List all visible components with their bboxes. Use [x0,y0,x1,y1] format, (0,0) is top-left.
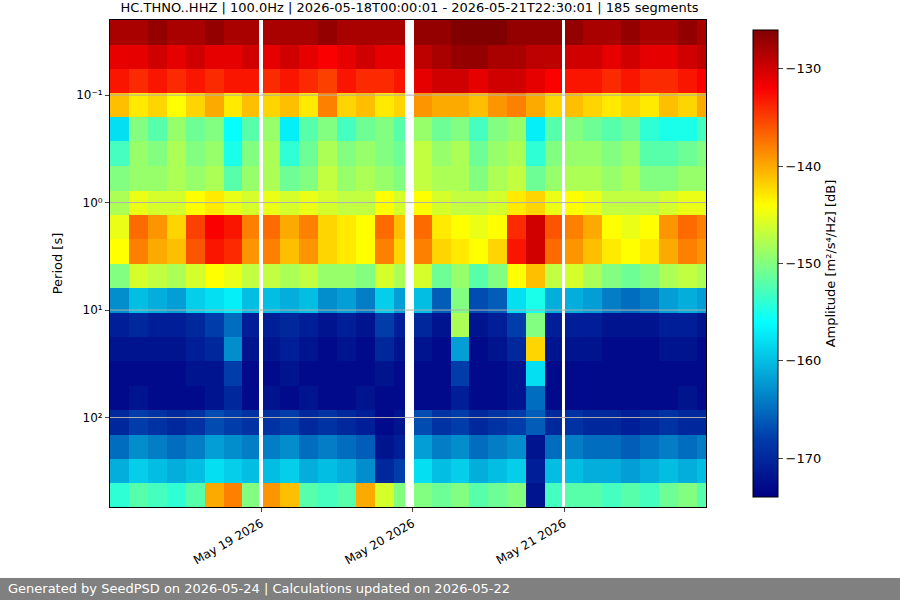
svg-text:−170: −170 [786,451,822,466]
svg-text:10²: 10² [83,411,103,425]
svg-text:May 19 2026: May 19 2026 [191,516,266,567]
svg-text:−160: −160 [786,353,822,368]
svg-text:HC.THNO..HHZ | 100.0Hz | 2026-: HC.THNO..HHZ | 100.0Hz | 2026-05-18T00:0… [120,0,698,14]
svg-text:Amplitude [m²/s⁴/Hz] [dB]: Amplitude [m²/s⁴/Hz] [dB] [823,180,838,348]
svg-text:May 20 2026: May 20 2026 [342,516,417,567]
svg-text:10¹: 10¹ [83,303,103,317]
svg-text:−130: −130 [786,61,822,76]
svg-text:−150: −150 [786,256,822,271]
html-text:Generated by SeedPSD on 2026-0: Generated by SeedPSD on 2026-05-24 | Cal… [8,581,510,596]
svg-text:10⁻¹: 10⁻¹ [76,88,103,102]
svg-text:−140: −140 [786,159,822,174]
svg-text:May 21 2026: May 21 2026 [494,516,569,567]
svg-text:Period [s]: Period [s] [50,233,65,295]
svg-text:10⁰: 10⁰ [83,196,103,210]
